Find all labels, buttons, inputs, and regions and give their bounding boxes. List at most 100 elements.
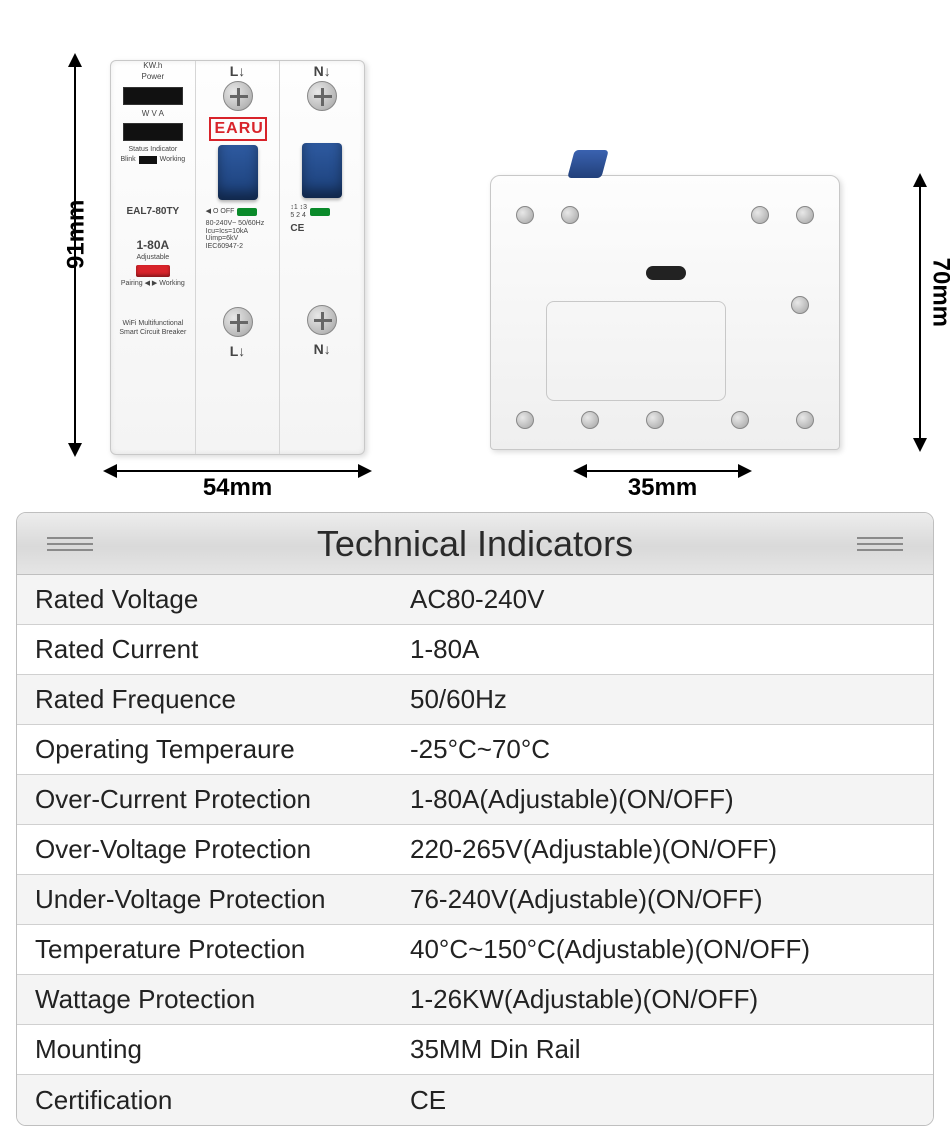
- spec-value: 76-240V(Adjustable)(ON/OFF): [402, 884, 933, 915]
- screw-icon: [791, 296, 809, 314]
- spec-value: 1-80A(Adjustable)(ON/OFF): [402, 784, 933, 815]
- table-row: Over-Current Protection1-80A(Adjustable)…: [17, 775, 933, 825]
- dim-line: [919, 175, 921, 450]
- header-lines-icon: [47, 537, 93, 551]
- module-breaker-N: N↓ ↕1 ↕3 5 2 4 CE N↓: [280, 61, 364, 454]
- off-label: ◀ O OFF: [206, 208, 235, 216]
- status-indicator-label: Status Indicator: [111, 145, 195, 155]
- breaker-body: ↕1 ↕3 5 2 4 CE: [286, 143, 358, 303]
- table-header: Technical Indicators: [17, 513, 933, 575]
- screw-icon: [796, 206, 814, 224]
- table-row: Rated VoltageAC80-240V: [17, 575, 933, 625]
- lcd-display: [123, 123, 183, 141]
- screw-icon: [516, 411, 534, 429]
- table-row: Wattage Protection1-26KW(Adjustable)(ON/…: [17, 975, 933, 1025]
- pairing-working-label: Pairing ◀ ▶ Working: [111, 279, 195, 289]
- dim-label: 91mm: [63, 200, 91, 269]
- module-breaker-L: L↓ EARU ◀ O OFF 80-240V~ 50/60Hz Icu=Ics…: [196, 61, 281, 454]
- screw-icon: [581, 411, 599, 429]
- table-row: Temperature Protection40°C~150°C(Adjusta…: [17, 925, 933, 975]
- pairing-switch: [136, 265, 170, 277]
- spec-value: CE: [402, 1085, 933, 1116]
- spec-key: Mounting: [17, 1034, 402, 1065]
- table-title: Technical Indicators: [317, 523, 633, 565]
- model-label: EAL7-80TY: [111, 205, 195, 218]
- terminal-N-bottom: N↓: [280, 341, 364, 357]
- adjustable-label: Adjustable: [111, 253, 195, 263]
- spec-value: 40°C~150°C(Adjustable)(ON/OFF): [402, 934, 933, 965]
- wiring-label: ↕1 ↕3 5 2 4: [290, 204, 307, 219]
- terminal-L-top: L↓: [196, 63, 280, 79]
- screw-icon: [731, 411, 749, 429]
- screw-icon: [796, 411, 814, 429]
- technical-indicators-table: Technical Indicators Rated VoltageAC80-2…: [16, 512, 934, 1126]
- terminal-L-bottom: L↓: [196, 343, 280, 359]
- screw-icon: [307, 81, 337, 111]
- din-profile-outline: [546, 301, 726, 401]
- module-display: KW.h Power W V A Status Indicator Blink …: [111, 61, 196, 454]
- screw-icon: [516, 206, 534, 224]
- table-row: Over-Voltage Protection220-265V(Adjustab…: [17, 825, 933, 875]
- breaker-body: ◀ O OFF 80-240V~ 50/60Hz Icu=Ics=10kA Ui…: [202, 145, 274, 305]
- status-led-green: [310, 208, 330, 216]
- spec-key: Wattage Protection: [17, 984, 402, 1015]
- spec-key: Certification: [17, 1085, 402, 1116]
- blink-label: Blink: [120, 156, 135, 164]
- spec-value: 1-80A: [402, 634, 933, 665]
- wifi-label-2: Smart Circuit Breaker: [111, 328, 195, 338]
- dim-label: 70mm: [926, 257, 950, 326]
- screw-icon: [561, 206, 579, 224]
- ce-mark: CE: [286, 219, 358, 238]
- spec-key: Rated Current: [17, 634, 402, 665]
- device-side-view: [490, 175, 840, 450]
- screw-icon: [223, 307, 253, 337]
- current-range: 1-80A: [111, 238, 195, 253]
- spec-value: 220-265V(Adjustable)(ON/OFF): [402, 834, 933, 865]
- lcd-display: [123, 87, 183, 105]
- dim-label: 35mm: [575, 474, 750, 502]
- table-row: Rated Current1-80A: [17, 625, 933, 675]
- spec-key: Rated Frequence: [17, 684, 402, 715]
- screw-icon: [223, 81, 253, 111]
- table-row: Mounting35MM Din Rail: [17, 1025, 933, 1075]
- wifi-label-1: WiFi Multifunctional: [111, 319, 195, 329]
- status-led: [139, 156, 157, 164]
- spec-value: AC80-240V: [402, 584, 933, 615]
- spec-key: Operating Temperaure: [17, 734, 402, 765]
- table-body: Rated VoltageAC80-240VRated Current1-80A…: [17, 575, 933, 1125]
- dim-line: [575, 470, 750, 472]
- wiring-row: ↕1 ↕3 5 2 4: [286, 204, 358, 219]
- status-pair: Blink Working: [111, 155, 195, 165]
- device-front-view: KW.h Power W V A Status Indicator Blink …: [110, 60, 365, 455]
- table-row: Under-Voltage Protection76-240V(Adjustab…: [17, 875, 933, 925]
- table-row: Operating Temperaure-25°C~70°C: [17, 725, 933, 775]
- dimension-height-91mm: 91mm: [60, 55, 90, 455]
- dimension-height-70mm: 70mm: [905, 175, 935, 450]
- terminal-N-top: N↓: [280, 63, 364, 79]
- off-row: ◀ O OFF: [202, 206, 274, 218]
- spec-value: 1-26KW(Adjustable)(ON/OFF): [402, 984, 933, 1015]
- spec-value: 35MM Din Rail: [402, 1034, 933, 1065]
- ratings-block: 80-240V~ 50/60Hz Icu=Ics=10kA Uimp=6kV I…: [202, 218, 274, 253]
- working-label: Working: [160, 156, 186, 164]
- spec-value: -25°C~70°C: [402, 734, 933, 765]
- screw-icon: [646, 411, 664, 429]
- spec-key: Under-Voltage Protection: [17, 884, 402, 915]
- kwh-label: KW.h: [111, 61, 195, 72]
- brand-logo: EARU: [209, 117, 267, 141]
- dim-label: 54mm: [105, 474, 370, 502]
- dimension-width-54mm: 54mm: [105, 460, 370, 500]
- wva-label: W V A: [111, 109, 195, 120]
- screw-icon: [751, 206, 769, 224]
- product-dimensions-figure: 91mm 54mm KW.h Power W V A Status Indica…: [0, 0, 950, 505]
- screw-icon: [307, 305, 337, 335]
- mounting-slot: [646, 266, 686, 280]
- dimension-width-35mm: 35mm: [575, 460, 750, 500]
- toggle-switch-side: [567, 150, 609, 178]
- spec-key: Temperature Protection: [17, 934, 402, 965]
- dim-line: [105, 470, 370, 472]
- arrow-down-icon: [913, 438, 927, 452]
- spec-value: 50/60Hz: [402, 684, 933, 715]
- table-row: Rated Frequence50/60Hz: [17, 675, 933, 725]
- spec-key: Rated Voltage: [17, 584, 402, 615]
